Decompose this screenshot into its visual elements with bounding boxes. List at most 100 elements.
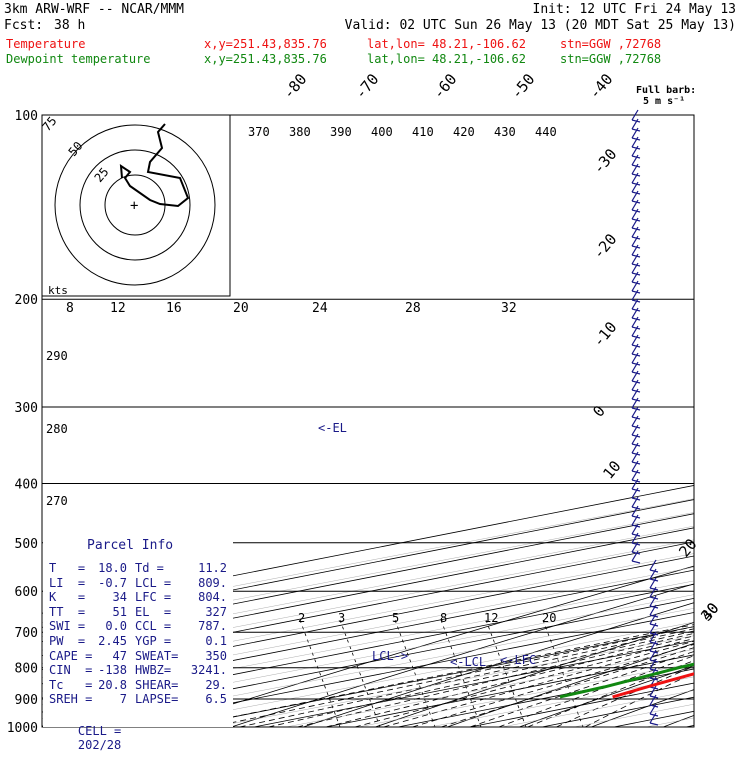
wind-barb-flag: [631, 353, 641, 357]
isotherm-line: [42, 541, 694, 671]
mixing-ratio-label: 12: [484, 611, 498, 625]
wind-barb-staff: [631, 190, 639, 202]
wind-barb-flag: [631, 218, 641, 222]
dry-adiabat: [663, 714, 694, 727]
parcel-key: SWEAT=: [135, 648, 179, 663]
moist-adiabat: [527, 660, 694, 727]
theta-line: [42, 553, 694, 678]
wind-barb-flag: [631, 173, 641, 177]
wind-barb-flag: [631, 137, 641, 141]
pressure-tick-label: 300: [15, 401, 38, 416]
parcel-row: SWI = 0.0 CCL = 787.: [49, 619, 233, 634]
adiabat-label: 270: [46, 494, 68, 508]
theta-label: 370: [248, 125, 270, 139]
parcel-key: SHEAR=: [135, 677, 179, 692]
wind-barb-staff: [631, 253, 639, 265]
theta-label: 410: [412, 125, 434, 139]
hodograph-origin: +: [130, 198, 138, 214]
wind-barb-flag: [631, 488, 641, 492]
theta-label: 440: [535, 125, 557, 139]
parcel-value: 20.8: [98, 677, 127, 692]
speed-label: 12: [110, 301, 126, 316]
parcel-value: 11.2: [198, 561, 227, 575]
wind-barb-staff: [631, 145, 639, 157]
parcel-info-rows: T = 18.0 Td = 11.2 LI = -0.7 LCL = 809. K = 34 LFC…: [49, 561, 233, 707]
wind-barb-staff: [631, 316, 639, 328]
dry-adiabat: [519, 665, 694, 727]
theta-line: [42, 539, 694, 665]
wind-barb-flag: [649, 659, 659, 663]
temp-tick-label: 40: [697, 599, 722, 624]
theta-line: [42, 580, 694, 706]
wind-barb-flag: [631, 416, 641, 420]
mixing-ratio-label: 2: [298, 611, 305, 625]
isotherm-line: [42, 583, 694, 713]
wind-barb-flag: [631, 317, 641, 321]
wind-barb-flag: [649, 578, 659, 582]
mixing-ratio-line: [542, 619, 584, 727]
moist-adiabat: [181, 624, 694, 727]
wind-barb-flag: [649, 605, 659, 609]
parcel-row: K = 34 LFC = 804.: [49, 590, 233, 605]
wind-barb-flag: [649, 650, 659, 654]
parcel-key: T =: [49, 561, 86, 575]
init-time: Init: 12 UTC Fri 24 May 13: [532, 2, 737, 17]
dewpoint-stn: stn=GGW ,72768: [560, 52, 662, 66]
wind-barb-staff: [631, 199, 639, 211]
wind-barb-flag: [631, 191, 641, 195]
wind-barb-staff: [631, 163, 639, 175]
temp-tick-label: 20: [675, 535, 700, 560]
lcl-left-annotation: LCL->: [372, 649, 408, 663]
wind-barb-staff: [649, 604, 657, 616]
dry-adiabat: [447, 642, 694, 727]
wind-barb-staff: [649, 649, 657, 661]
theta-label: 420: [453, 125, 475, 139]
wind-barb-staff: [649, 622, 657, 634]
wind-barb-flag: [631, 227, 641, 231]
moist-adiabat: [585, 672, 694, 727]
wind-barb-staff: [649, 703, 657, 715]
wind-barb-flag: [631, 119, 641, 123]
wind-barb-flag: [649, 722, 659, 726]
wind-barb-flag: [631, 308, 641, 312]
parcel-key: CCL =: [135, 619, 172, 634]
temperature-legend: Temperature: [6, 37, 86, 51]
wind-barb-flag: [631, 272, 641, 276]
isotherm-line: [109, 612, 694, 727]
parcel-row: TT = 51 EL = 327: [49, 605, 233, 620]
wind-barb-flag: [649, 704, 659, 708]
moist-adiabat: [412, 643, 694, 727]
wind-barb-flag: [631, 236, 641, 240]
wind-barb-flag: [631, 326, 641, 330]
temp-tick-label: -40: [585, 70, 616, 102]
wind-barb-flag: [649, 596, 659, 600]
parcel-key: CIN =: [49, 663, 93, 678]
wind-barb-flag: [631, 470, 641, 474]
lfc-annotation: <-LFC: [500, 653, 536, 667]
parcel-value: 327: [205, 604, 227, 619]
dry-adiabat: [735, 115, 740, 727]
wind-barb-staff: [631, 379, 639, 391]
theta-line: [213, 635, 694, 727]
wind-barb-staff: [631, 271, 639, 283]
wind-barb-staff: [631, 235, 639, 247]
parcel-row: Tc = 20.8 SHEAR= 29.: [49, 678, 233, 693]
wind-barb-flag: [631, 182, 641, 186]
moist-adiabat: [441, 647, 694, 727]
wind-barb-staff: [631, 532, 639, 544]
wind-barb-staff: [631, 217, 639, 229]
el-annotation: <-EL: [318, 421, 347, 435]
lcl-right-annotation: <-LCL: [450, 655, 486, 669]
parcel-key: EL =: [135, 604, 172, 619]
mixing-ratio-label: 8: [440, 611, 447, 625]
wind-barb-staff: [631, 208, 639, 220]
wind-barb-staff: [631, 424, 639, 436]
mixing-ratio-line: [339, 619, 381, 727]
temp-tick-label: -10: [589, 318, 620, 350]
theta-line: [141, 621, 694, 727]
wind-barb-flag: [631, 290, 641, 294]
speed-label: 24: [312, 301, 328, 316]
theta-label: 400: [371, 125, 393, 139]
hodograph-ring: [54, 124, 216, 286]
